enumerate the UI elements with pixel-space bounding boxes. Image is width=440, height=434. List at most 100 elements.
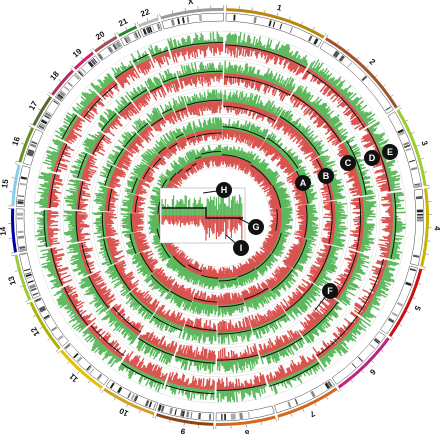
- loss-bar: [295, 64, 303, 76]
- loss-bar: [160, 373, 164, 380]
- gain-bar: [325, 352, 330, 357]
- gain-bar: [289, 55, 293, 60]
- gain-bar: [268, 382, 271, 386]
- gain-bar: [348, 331, 357, 340]
- loss-bar: [101, 333, 111, 344]
- tick: [92, 47, 95, 51]
- gain-bar: [73, 321, 84, 330]
- loss-bar: [271, 83, 277, 93]
- loss-bar: [372, 285, 378, 290]
- gain-bar: [324, 74, 330, 81]
- cytoband: [34, 297, 42, 303]
- gain-bar: [371, 299, 381, 305]
- loss-bar: [230, 73, 233, 86]
- loss-bar: [269, 82, 272, 86]
- gain-bar: [66, 305, 73, 311]
- gain-bar: [375, 138, 385, 144]
- tick: [87, 380, 91, 384]
- gain-bar: [271, 49, 274, 53]
- loss-bar: [263, 80, 267, 86]
- loss-bar: [384, 259, 388, 262]
- loss-bar: [372, 287, 378, 291]
- loss-bar: [91, 330, 96, 335]
- loss-bar: [227, 101, 230, 114]
- cytoband: [43, 314, 50, 319]
- gain-bar: [280, 378, 285, 384]
- loss-bar: [119, 75, 127, 84]
- chromosome-label-1: 1: [276, 3, 283, 13]
- loss-bar: [383, 237, 392, 240]
- gain-bar: [114, 67, 122, 76]
- gain-bar: [39, 203, 48, 206]
- tick: [337, 41, 340, 45]
- loss-bar: [374, 269, 385, 274]
- gain-bar: [254, 38, 258, 48]
- cytoband: [332, 50, 339, 57]
- gain-bar: [268, 72, 273, 82]
- gain-bar: [63, 124, 72, 130]
- gain-bar: [390, 242, 401, 245]
- loss-bar: [55, 161, 68, 167]
- gain-bar: [37, 191, 49, 195]
- gain-bar: [334, 345, 342, 354]
- loss-bar: [324, 225, 336, 229]
- loss-bar: [349, 112, 359, 120]
- loss-bar: [104, 87, 108, 91]
- gain-bar: [48, 273, 57, 278]
- loss-bar: [84, 319, 92, 326]
- loss-bar: [254, 375, 258, 387]
- loss-bar: [234, 73, 237, 84]
- gain-bar: [64, 303, 72, 309]
- gain-bar: [335, 344, 341, 351]
- gain-bar: [259, 42, 263, 49]
- cytoband: [396, 301, 404, 307]
- gain-bar: [56, 289, 64, 294]
- gain-bar: [392, 227, 406, 230]
- gain-bar: [270, 382, 273, 385]
- tick: [113, 397, 116, 401]
- loss-bar: [197, 377, 200, 389]
- gain-bar: [67, 229, 77, 233]
- loss-bar: [260, 79, 264, 86]
- gain-bar: [313, 62, 321, 73]
- gain-bar: [350, 329, 357, 336]
- tick: [347, 48, 350, 52]
- loss-bar: [235, 378, 238, 390]
- loss-bar: [200, 44, 203, 51]
- cytoband: [387, 317, 395, 324]
- loss-bar: [346, 108, 356, 117]
- loss-bar: [376, 173, 388, 178]
- loss-bar: [175, 49, 179, 58]
- loss-bar: [132, 66, 141, 79]
- tick: [69, 67, 73, 70]
- gain-bar: [293, 51, 299, 61]
- loss-bar: [50, 248, 64, 253]
- gain-bar: [391, 240, 402, 244]
- loss-bar: [384, 230, 393, 233]
- gain-bar: [40, 173, 52, 178]
- gain-bar: [364, 311, 374, 318]
- loss-bar: [358, 297, 370, 305]
- cytoband: [78, 70, 84, 77]
- loss-bar: [275, 376, 278, 381]
- loss-bar: [158, 54, 163, 65]
- gain-bar: [386, 263, 391, 267]
- gain-bar: [385, 163, 393, 167]
- loss-bar: [278, 372, 283, 379]
- chromosome-color-arc: [29, 301, 61, 350]
- gain-bar: [264, 47, 267, 51]
- gain-bar: [34, 201, 48, 205]
- loss-bar: [251, 77, 257, 89]
- gain-bar: [134, 368, 138, 372]
- gain-bar: [178, 385, 182, 395]
- gain-bar: [362, 112, 373, 120]
- gain-bar: [240, 388, 244, 401]
- loss-bar: [301, 355, 309, 367]
- gain-bar: [51, 162, 56, 166]
- gain-bar: [202, 389, 205, 400]
- loss-bar: [190, 46, 194, 58]
- loss-bar: [337, 329, 346, 338]
- gain-bar: [147, 374, 150, 379]
- loss-bar: [320, 78, 325, 84]
- cytoband: [76, 356, 83, 363]
